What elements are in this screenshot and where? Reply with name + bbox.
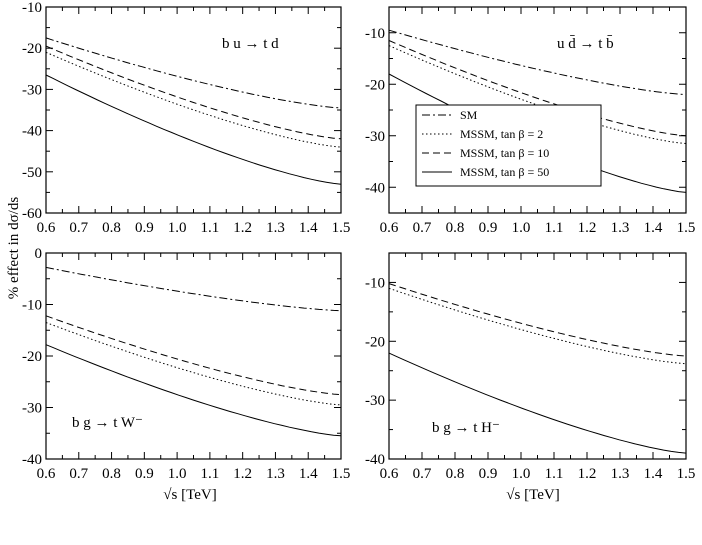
x-tick-label: 0.6 (380, 466, 399, 482)
series-line-solid (45, 344, 342, 437)
x-tick-label: 1.5 (332, 466, 351, 482)
x-tick-label: 1.5 (677, 220, 696, 236)
x-tick-label: 0.6 (380, 220, 399, 236)
series-line-dashed (45, 45, 342, 140)
x-tick-label: 0.9 (479, 220, 498, 236)
series-line-dotted (388, 287, 687, 365)
x-tick-label: 0.6 (37, 466, 56, 482)
legend: SM MSSM, tan β = 2 MSSM, tan β = 10 MSSM, t… (415, 104, 602, 187)
series-line-dashed (45, 315, 342, 396)
y-tick-label: -30 (365, 129, 385, 145)
y-tick-label: -20 (365, 77, 385, 93)
y-tick-label: -10 (22, 0, 42, 16)
x-tick-label: 1.5 (677, 466, 696, 482)
x-tick-label: 1.2 (233, 466, 252, 482)
x-tick-label: 0.8 (102, 220, 121, 236)
x-tick-label: 1.4 (299, 220, 318, 236)
x-tick-label: 0.6 (37, 220, 56, 236)
x-tick-label: 1.2 (233, 220, 252, 236)
x-tick-label: 0.8 (446, 220, 465, 236)
y-tick-label: -10 (365, 275, 385, 291)
y-tick-label: -20 (22, 349, 42, 365)
x-tick-label: 1.0 (168, 466, 187, 482)
series-line-solid (45, 74, 342, 185)
x-tick-label: 0.7 (69, 466, 88, 482)
x-tick-label: 1.3 (611, 220, 630, 236)
x-tick-label: 0.9 (479, 466, 498, 482)
x-tick-label: 1.4 (644, 220, 663, 236)
x-tick-label: 1.5 (332, 220, 351, 236)
x-tick-label: 0.8 (446, 466, 465, 482)
process-annotation: b g → t H⁻ (432, 420, 500, 436)
series-line-dashed (388, 283, 687, 357)
x-tick-label: 1.0 (512, 220, 531, 236)
x-axis-label-right: √s [TeV] (506, 487, 559, 503)
x-tick-label: 1.1 (545, 220, 564, 236)
y-tick-label: -20 (365, 334, 385, 350)
legend-label: SM (460, 108, 478, 122)
panel-top-left: 0.6 0.7 0.8 0.9 1.0 1.1 1.2 1.3 1.4 1.5 -60 -50 -40 -… (22, 0, 350, 236)
y-tick-label: 0 (35, 246, 43, 262)
x-tick-label: 1.3 (611, 466, 630, 482)
y-tick-label: -20 (22, 41, 42, 57)
y-tick-label: -50 (22, 165, 42, 181)
series-line-dotted (45, 322, 342, 406)
process-annotation: b u → t d (222, 36, 279, 52)
y-tick-label: -30 (22, 82, 42, 98)
x-tick-label: 0.9 (135, 466, 154, 482)
legend-label: MSSM, tan β = 50 (460, 165, 549, 179)
legend-label: MSSM, tan β = 10 (460, 146, 549, 160)
y-tick-label: -30 (365, 393, 385, 409)
process-annotation: u d̄ → t b̄ (557, 36, 614, 52)
y-tick-label: -30 (22, 401, 42, 417)
x-tick-label: 0.8 (102, 466, 121, 482)
plot-frame (45, 6, 342, 214)
x-tick-label: 0.7 (413, 220, 432, 236)
x-tick-label: 1.4 (299, 466, 318, 482)
x-tick-label: 1.2 (578, 220, 597, 236)
y-tick-label: -10 (22, 298, 42, 314)
x-tick-label: 1.2 (578, 466, 597, 482)
y-tick-label: -60 (22, 206, 42, 222)
y-tick-label: -40 (22, 124, 42, 140)
x-tick-label: 1.1 (201, 466, 220, 482)
x-tick-label: 0.7 (69, 220, 88, 236)
x-tick-label: 1.4 (644, 466, 663, 482)
series-line-dashdot (45, 266, 342, 312)
series-line-dotted (45, 51, 342, 148)
x-tick-label: 0.9 (135, 220, 154, 236)
y-axis-label: % effect in dσ/ds (6, 197, 22, 300)
series-line-dashdot (388, 29, 687, 95)
series-line-dashed (388, 40, 687, 137)
x-tick-label: 0.7 (413, 466, 432, 482)
series-line-solid (388, 352, 687, 454)
x-tick-label: 1.3 (266, 466, 285, 482)
legend-label: MSSM, tan β = 2 (460, 127, 543, 141)
panel-bottom-left: 0.6 0.7 0.8 0.9 1.0 1.1 1.2 1.3 1.4 1.5 -40 -30 -20 -… (22, 246, 350, 482)
x-tick-label: 1.3 (266, 220, 285, 236)
x-tick-label: 1.0 (168, 220, 187, 236)
y-tick-label: -40 (365, 180, 385, 196)
process-annotation: b g → t W⁻ (72, 415, 143, 431)
x-tick-label: 1.0 (512, 466, 531, 482)
x-tick-label: 1.1 (545, 466, 564, 482)
panel-bottom-right: 0.6 0.7 0.8 0.9 1.0 1.1 1.2 1.3 1.4 1.5 -40 -30 -20 -… (365, 252, 696, 482)
y-tick-label: -40 (365, 452, 385, 468)
y-tick-label: -10 (365, 26, 385, 42)
y-tick-label: -40 (22, 452, 42, 468)
x-tick-label: 1.1 (201, 220, 220, 236)
series-line-dashdot (45, 37, 342, 109)
x-axis-label-left: √s [TeV] (163, 487, 216, 503)
